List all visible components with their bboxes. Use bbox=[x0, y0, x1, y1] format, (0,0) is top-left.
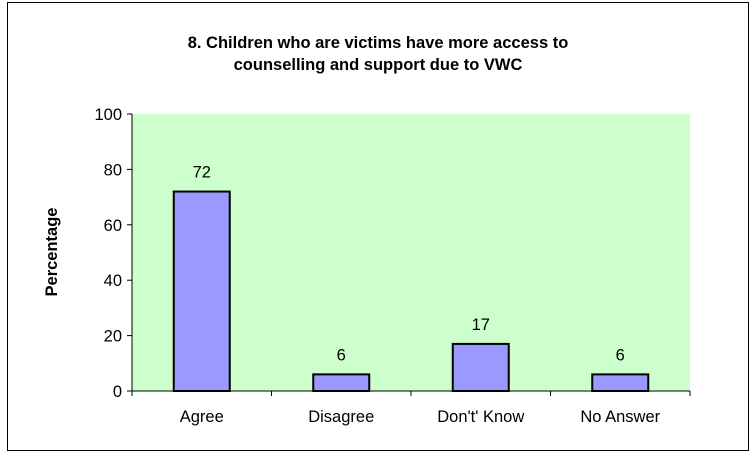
data-label: 6 bbox=[337, 346, 346, 364]
data-label: 72 bbox=[193, 164, 211, 182]
y-axis-label: Percentage bbox=[43, 208, 61, 297]
x-axis: Agree Disagree Don't' Know No Answer bbox=[131, 390, 691, 426]
bar bbox=[172, 190, 231, 392]
chart-title: 8. Children who are victims have more ac… bbox=[0, 32, 756, 76]
y-axis: 0 20 40 60 80 100 bbox=[94, 106, 133, 401]
x-tick-label: Agree bbox=[180, 408, 224, 426]
chart-title-line-1: 8. Children who are victims have more ac… bbox=[187, 34, 569, 52]
y-tick-label: 0 bbox=[113, 383, 122, 401]
y-tick-label: 80 bbox=[104, 161, 122, 179]
chart-title-line-2: counselling and support due to VWC bbox=[233, 56, 523, 74]
y-tick-label: 20 bbox=[104, 328, 122, 346]
bar bbox=[312, 373, 371, 393]
y-tick-label: 60 bbox=[104, 217, 122, 235]
y-tick-label: 100 bbox=[94, 106, 122, 124]
y-tick-label: 40 bbox=[104, 272, 122, 290]
bar bbox=[451, 342, 510, 393]
bar bbox=[591, 373, 650, 393]
data-label: 6 bbox=[616, 346, 625, 364]
bars: 72 6 17 6 bbox=[172, 164, 650, 393]
data-label: 17 bbox=[472, 316, 490, 334]
x-tick-label: Don't' Know bbox=[437, 408, 524, 426]
x-tick-label: No Answer bbox=[580, 408, 660, 426]
x-tick-label: Disagree bbox=[308, 408, 374, 426]
